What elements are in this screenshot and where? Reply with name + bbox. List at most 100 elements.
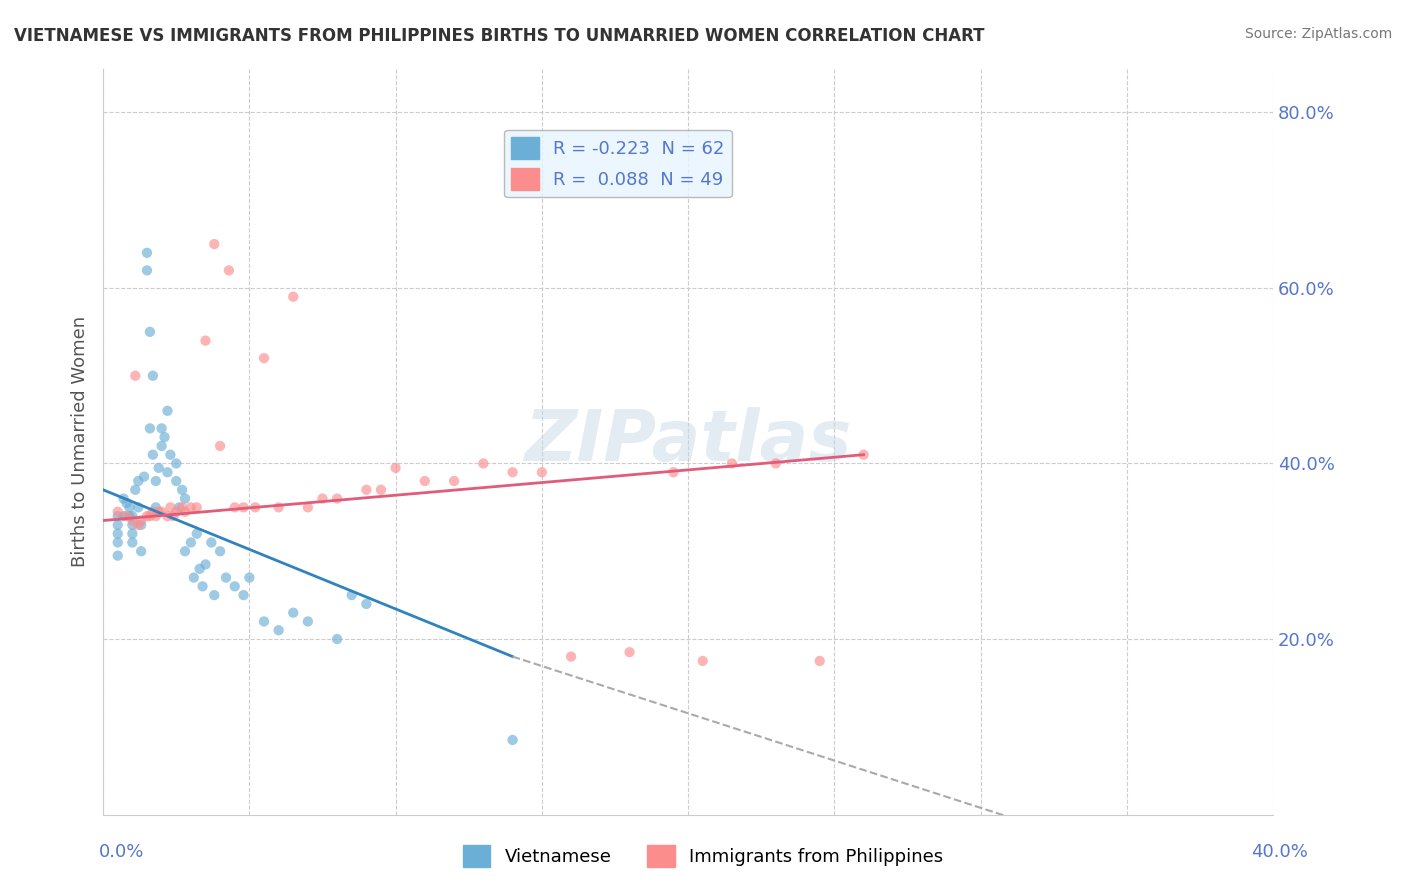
Point (808, 654, 831, 668)
Point (191, 579, 214, 593)
Point (283, 290, 305, 304)
Point (107, 505, 129, 519)
Point (186, 500, 208, 515)
Point (502, 465, 524, 479)
Point (297, 500, 319, 515)
Point (107, 535, 129, 549)
Point (150, 421, 173, 435)
Point (159, 500, 181, 515)
Point (112, 491, 135, 506)
Point (165, 474, 187, 488)
Point (311, 491, 333, 506)
Point (180, 535, 202, 549)
Point (662, 465, 685, 479)
Point (145, 500, 167, 515)
Point (127, 517, 149, 532)
Point (150, 439, 173, 453)
Point (560, 649, 582, 664)
Point (267, 500, 290, 515)
Point (139, 325, 162, 339)
Point (218, 263, 240, 277)
Point (188, 562, 211, 576)
Point (148, 505, 170, 519)
Point (107, 549, 129, 563)
Point (167, 500, 190, 515)
Point (253, 351, 276, 366)
Point (356, 597, 378, 611)
Point (326, 632, 349, 646)
Point (150, 505, 173, 519)
Point (145, 474, 167, 488)
Point (142, 448, 165, 462)
Point (186, 526, 208, 541)
Point (145, 509, 167, 524)
Point (852, 448, 875, 462)
Point (530, 465, 553, 479)
Point (340, 588, 363, 602)
Text: 0.0%: 0.0% (98, 843, 143, 861)
Point (136, 509, 159, 524)
Point (142, 505, 165, 519)
Point (139, 509, 162, 524)
Point (165, 457, 187, 471)
Point (721, 457, 744, 471)
Point (297, 615, 319, 629)
Point (174, 544, 197, 558)
Point (136, 245, 159, 260)
Point (267, 624, 290, 638)
Point (443, 474, 465, 488)
Point (194, 558, 217, 572)
Point (124, 483, 146, 497)
Point (121, 526, 143, 541)
Point (107, 509, 129, 524)
Point (124, 368, 146, 383)
Point (413, 474, 436, 488)
Point (142, 368, 165, 383)
Point (156, 509, 179, 524)
Point (202, 237, 225, 252)
Point (129, 544, 152, 558)
Point (202, 588, 225, 602)
Point (619, 645, 641, 659)
Point (174, 491, 197, 506)
Point (245, 500, 267, 515)
Point (224, 500, 246, 515)
Point (224, 579, 246, 593)
Point (209, 439, 232, 453)
Point (132, 469, 155, 483)
Point (765, 457, 787, 471)
Point (165, 505, 187, 519)
Point (115, 496, 138, 510)
Point (136, 263, 159, 277)
Point (253, 615, 276, 629)
Point (200, 535, 222, 549)
Text: ZIPatlas: ZIPatlas (524, 407, 852, 476)
Point (118, 500, 141, 515)
Point (183, 571, 205, 585)
Point (180, 500, 202, 515)
Point (127, 500, 149, 515)
Point (283, 606, 305, 620)
Point (692, 654, 714, 668)
Point (472, 457, 495, 471)
Point (209, 544, 232, 558)
Point (370, 483, 392, 497)
Text: Source: ZipAtlas.com: Source: ZipAtlas.com (1244, 27, 1392, 41)
Point (129, 514, 152, 528)
Point (156, 465, 179, 479)
Point (502, 733, 524, 747)
Point (118, 509, 141, 524)
Point (232, 588, 254, 602)
Legend: R = -0.223  N = 62, R =  0.088  N = 49: R = -0.223 N = 62, R = 0.088 N = 49 (505, 129, 731, 197)
Point (326, 491, 349, 506)
Point (238, 571, 260, 585)
Y-axis label: Births to Unmarried Women: Births to Unmarried Women (72, 316, 89, 567)
Point (127, 474, 149, 488)
Point (384, 461, 406, 475)
Point (107, 517, 129, 532)
Point (232, 500, 254, 515)
Legend: Vietnamese, Immigrants from Philippines: Vietnamese, Immigrants from Philippines (456, 838, 950, 874)
Point (115, 509, 138, 524)
Point (139, 421, 162, 435)
Point (121, 509, 143, 524)
